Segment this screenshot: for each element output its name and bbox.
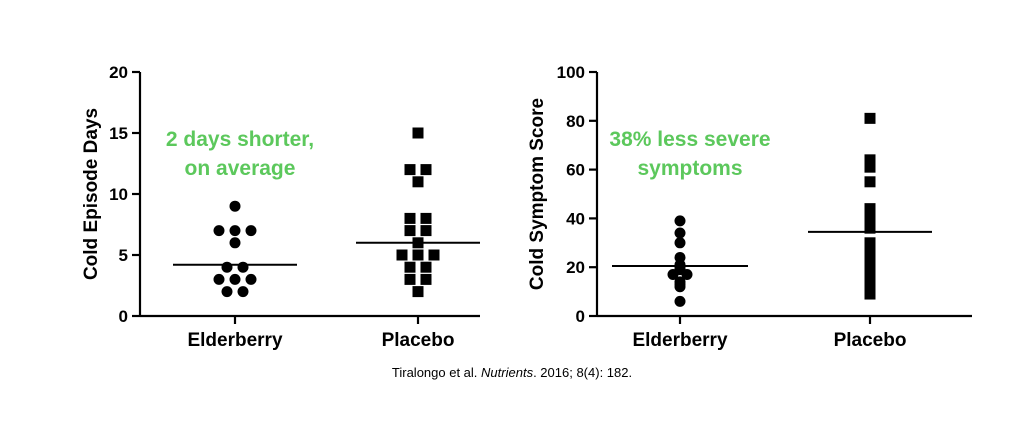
data-point-square: [404, 273, 416, 285]
data-point-circle: [674, 227, 686, 239]
citation-authors: Tiralongo et al.: [391, 365, 478, 380]
data-point-square: [428, 249, 440, 261]
data-point-square: [420, 212, 432, 224]
y-tick-label: 5: [119, 246, 128, 265]
citation-journal: Nutrients: [481, 365, 534, 380]
x-category-label: Placebo: [382, 330, 455, 351]
data-point-square: [864, 222, 876, 234]
data-point-square: [864, 212, 876, 224]
data-point-square: [864, 269, 876, 281]
annotation-text: on average: [185, 157, 296, 180]
cold-symptom-score-chart: 0 20 40 60 80 100 Elderberry Placebo Cold Sympto…: [527, 63, 972, 351]
data-point-square: [404, 212, 416, 224]
y-tick-label: 0: [576, 307, 585, 326]
data-point-square: [864, 247, 876, 259]
y-tick-label: 15: [109, 124, 128, 143]
x-category-label: Placebo: [834, 330, 907, 351]
y-axis-label: Cold Episode Days: [81, 108, 102, 280]
data-point-circle: [229, 273, 241, 285]
x-category-label: Elderberry: [187, 330, 282, 351]
data-point-square: [864, 237, 876, 249]
data-point-circle: [213, 225, 225, 237]
data-point-circle: [229, 200, 241, 212]
data-point-circle: [674, 281, 686, 293]
data-point-square: [864, 261, 876, 273]
data-point-square: [420, 261, 432, 273]
data-point-square: [864, 278, 876, 290]
data-point-square: [404, 225, 416, 237]
y-axis-label: Cold Symptom Score: [527, 98, 548, 290]
cold-episode-days-chart: 0 5 10 15 20 Elderberry Placebo Cold Episode Da…: [81, 63, 480, 351]
data-point-square: [404, 261, 416, 273]
data-point-circle: [237, 286, 249, 298]
y-tick-label: 40: [566, 209, 585, 228]
y-tick-label: 20: [109, 63, 128, 82]
data-point-circle: [681, 269, 693, 281]
data-point-square: [864, 154, 876, 166]
data-point-square: [420, 225, 432, 237]
y-tick-label: 10: [109, 185, 128, 204]
data-point-circle: [237, 261, 249, 273]
data-point-square: [412, 286, 424, 298]
y-tick-label: 0: [119, 307, 128, 326]
y-tick-label: 80: [566, 112, 585, 131]
data-point-square: [864, 203, 876, 215]
y-tick-label: 20: [566, 258, 585, 277]
citation-details: . 2016; 8(4): 182.: [533, 365, 633, 380]
data-point-square: [404, 164, 416, 176]
data-point-square: [864, 288, 876, 300]
data-point-square: [396, 249, 408, 261]
citation: Tiralongo et al. Nutrients. 2016; 8(4): …: [0, 365, 1024, 380]
data-point-square: [864, 161, 876, 173]
data-point-circle: [245, 225, 257, 237]
annotation-text: 2 days shorter,: [166, 128, 314, 151]
data-point-circle: [229, 237, 241, 249]
data-point-square: [412, 127, 424, 139]
data-point-circle: [667, 269, 679, 281]
data-point-square: [412, 176, 424, 188]
annotation-text: symptoms: [637, 157, 742, 180]
data-point-circle: [674, 215, 686, 227]
data-point-circle: [245, 273, 257, 285]
annotation-text: 38% less severe: [609, 128, 770, 151]
data-point-circle: [221, 286, 233, 298]
data-point-square: [420, 273, 432, 285]
data-point-square: [412, 249, 424, 261]
data-point-circle: [221, 261, 233, 273]
data-point-square: [864, 112, 876, 124]
y-tick-label: 100: [557, 63, 585, 82]
data-point-square: [420, 164, 432, 176]
data-point-circle: [674, 295, 686, 307]
y-tick-label: 60: [566, 161, 585, 180]
data-point-circle: [674, 237, 686, 249]
data-point-circle: [213, 273, 225, 285]
x-category-label: Elderberry: [632, 330, 727, 351]
data-point-circle: [229, 225, 241, 237]
data-point-square: [864, 176, 876, 188]
